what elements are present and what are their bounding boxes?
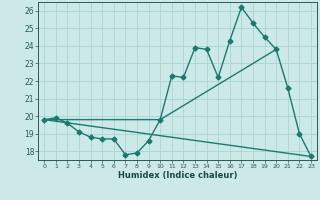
X-axis label: Humidex (Indice chaleur): Humidex (Indice chaleur): [118, 171, 237, 180]
